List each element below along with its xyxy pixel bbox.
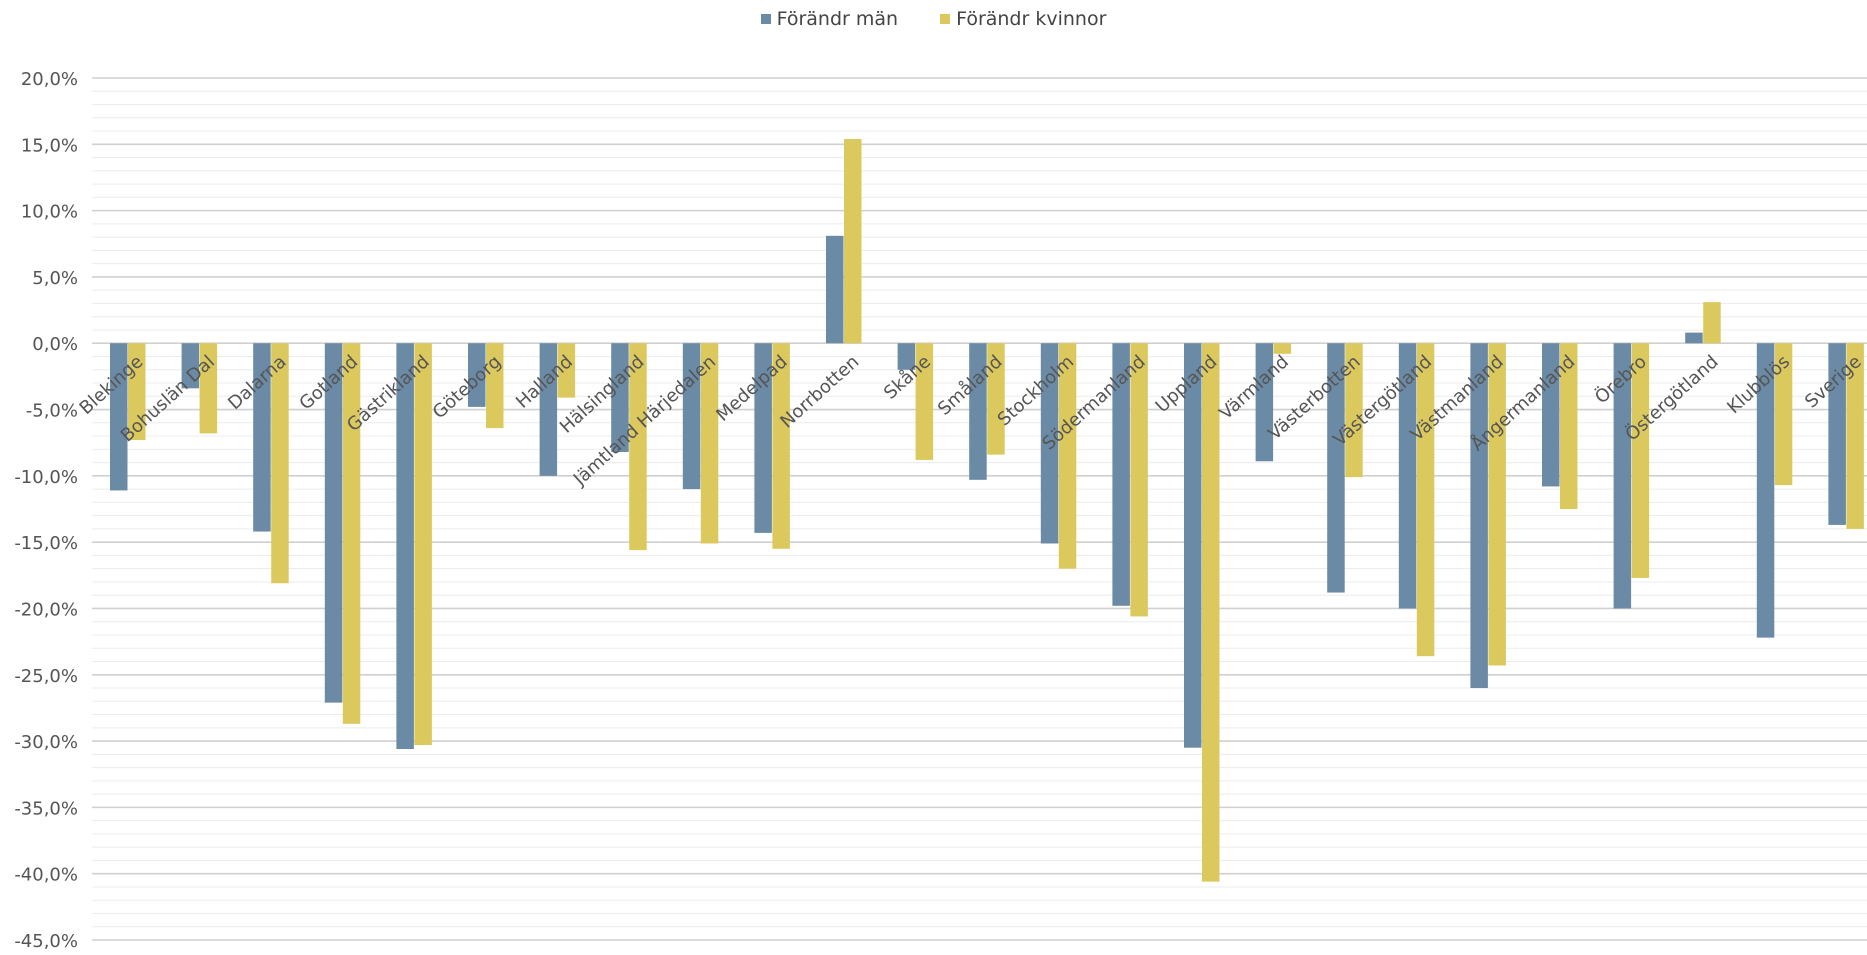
- legend-label: Förändr kvinnor: [956, 8, 1107, 30]
- bar-man: [826, 235, 844, 344]
- bar-man: [1040, 343, 1059, 544]
- y-tick-label: 0,0%: [32, 334, 78, 355]
- bar-man: [969, 343, 987, 480]
- bar-kvinnor: [1703, 302, 1721, 344]
- bar-kvinnor: [1560, 343, 1578, 509]
- bar-man: [396, 343, 414, 750]
- y-tick-label: -5,0%: [26, 401, 78, 422]
- legend-item: Förändr män: [760, 8, 899, 30]
- bar-kvinnor: [987, 343, 1005, 455]
- legend: Förändr män Förändr kvinnor: [0, 8, 1867, 30]
- bar-man: [1613, 343, 1632, 609]
- bar-kvinnor: [1774, 343, 1793, 486]
- y-tick-label: -45,0%: [14, 931, 78, 951]
- bar-kvinnor: [1202, 343, 1220, 882]
- bar-kvinnor: [128, 343, 146, 441]
- bar-kvinnor: [342, 343, 361, 724]
- y-tick-label: -25,0%: [14, 666, 78, 687]
- bar-kvinnor: [915, 343, 934, 460]
- bar-kvinnor: [1130, 343, 1148, 617]
- bar-kvinnor: [700, 343, 719, 544]
- bar-man: [1756, 343, 1775, 638]
- bar-man: [1398, 343, 1417, 609]
- bar-man: [324, 343, 343, 703]
- y-tick-label: -30,0%: [14, 732, 78, 753]
- bar-man: [897, 343, 916, 370]
- legend-swatch: [940, 14, 951, 24]
- bar-man: [1685, 332, 1703, 344]
- y-tick-label: 20,0%: [21, 69, 78, 90]
- bar-man: [1255, 343, 1274, 462]
- bar-kvinnor: [772, 343, 790, 549]
- y-axis: -45,0% -40,0% -35,0% -30,0% -25,0% -20,0% -15,…: [14, 69, 78, 952]
- bar-kvinnor: [1345, 343, 1363, 478]
- y-tick-label: -15,0%: [14, 533, 78, 554]
- bar-man: [1828, 343, 1846, 525]
- legend-label: Förändr män: [776, 8, 899, 30]
- y-tick-label: 15,0%: [21, 135, 78, 156]
- bar-man: [1112, 343, 1130, 606]
- bar-kvinnor: [1273, 343, 1292, 354]
- y-tick-label: -40,0%: [14, 865, 78, 886]
- bar-man: [181, 343, 200, 389]
- bar-kvinnor: [486, 343, 504, 429]
- bar-kvinnor: [1416, 343, 1435, 657]
- y-tick-label: 5,0%: [32, 268, 78, 289]
- bar-man: [754, 343, 772, 533]
- bar-kvinnor: [1058, 343, 1077, 569]
- bar-man: [611, 343, 629, 452]
- bar-kvinnor: [199, 343, 218, 434]
- legend-swatch: [760, 14, 771, 24]
- bar-man: [1184, 343, 1202, 748]
- bar-kvinnor: [414, 343, 432, 746]
- bar-kvinnor: [1846, 343, 1864, 529]
- bar-man: [468, 343, 486, 407]
- bar-man: [253, 343, 271, 532]
- bar-man: [1327, 343, 1345, 593]
- y-tick-label: -20,0%: [14, 599, 78, 620]
- bar-kvinnor: [1488, 343, 1506, 666]
- bar-kvinnor: [557, 343, 576, 398]
- y-tick-label: -10,0%: [14, 467, 78, 488]
- y-tick-label: -35,0%: [14, 798, 78, 819]
- bars: [110, 139, 1864, 882]
- bar-kvinnor: [629, 343, 647, 551]
- bar-man: [110, 343, 128, 491]
- bar-man: [1470, 343, 1488, 689]
- y-tick-label: 10,0%: [21, 202, 78, 223]
- bar-man: [539, 343, 558, 476]
- bar-man: [1542, 343, 1560, 487]
- legend-item: Förändr kvinnor: [940, 8, 1106, 30]
- bar-kvinnor: [844, 139, 862, 344]
- bar-man: [682, 343, 701, 490]
- bar-kvinnor: [1631, 343, 1650, 578]
- bar-kvinnor: [271, 343, 289, 584]
